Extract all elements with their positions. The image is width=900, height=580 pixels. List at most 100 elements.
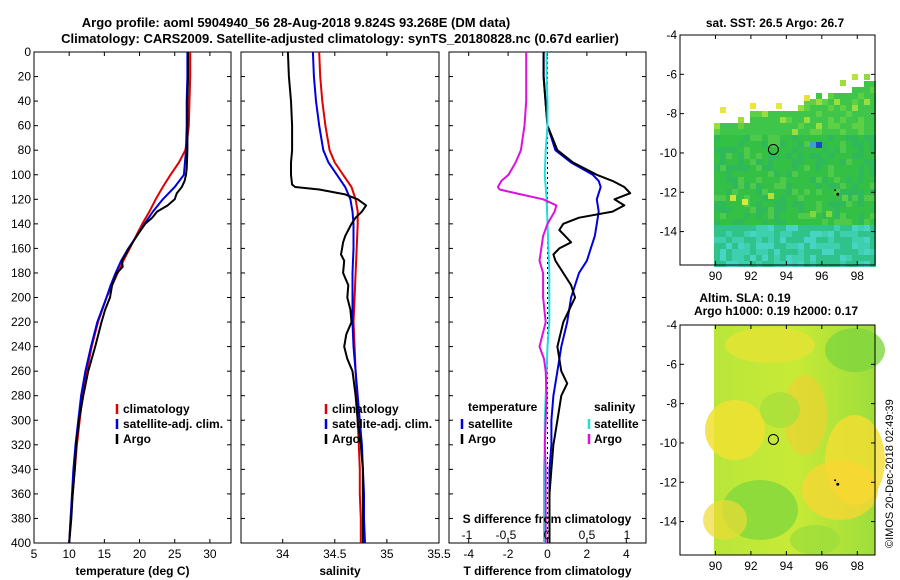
sst-cell bbox=[714, 177, 720, 183]
sst-cell bbox=[786, 237, 792, 243]
sst-cell bbox=[714, 237, 720, 243]
sst-cell bbox=[810, 231, 816, 237]
sst-cell bbox=[846, 261, 852, 267]
sst-cell bbox=[714, 249, 720, 255]
sst-cell bbox=[756, 171, 762, 177]
sst-cell bbox=[828, 237, 834, 243]
sst-cell bbox=[864, 93, 870, 99]
sst-cell bbox=[750, 117, 756, 123]
sst-cell bbox=[744, 231, 750, 237]
sst-cell bbox=[732, 129, 738, 135]
sst-cell bbox=[750, 153, 756, 159]
sst-cell bbox=[720, 159, 726, 165]
sst-cell bbox=[732, 243, 738, 249]
sst-cell bbox=[768, 141, 774, 147]
sst-cell bbox=[756, 201, 762, 207]
sst-cell bbox=[762, 243, 768, 249]
sla-map-frame bbox=[679, 324, 876, 556]
sst-cell bbox=[792, 237, 798, 243]
sst-cell bbox=[720, 201, 726, 207]
sst-cell bbox=[756, 207, 762, 213]
sst-cell bbox=[786, 129, 792, 135]
sst-cell bbox=[726, 219, 732, 225]
sst-cell bbox=[816, 261, 822, 267]
sst-map-frame bbox=[679, 34, 876, 266]
sst-cell bbox=[738, 153, 744, 159]
sst-cell bbox=[744, 177, 750, 183]
sst-cell bbox=[792, 201, 798, 207]
sst-cell bbox=[846, 225, 852, 231]
sst-cell bbox=[720, 129, 726, 135]
sst-cell bbox=[738, 177, 744, 183]
sst-cell bbox=[798, 111, 804, 117]
sst-cell bbox=[858, 105, 864, 111]
sst-cell bbox=[792, 255, 798, 261]
sst-cell bbox=[792, 261, 798, 267]
sst-cell bbox=[780, 261, 786, 267]
sst-cell bbox=[720, 195, 726, 201]
sst-cell bbox=[714, 201, 720, 207]
sst-cell bbox=[858, 213, 864, 219]
sst-cell bbox=[762, 141, 768, 147]
sst-cell bbox=[792, 231, 798, 237]
sst-cell bbox=[786, 117, 792, 123]
sst-cell bbox=[840, 141, 846, 147]
sst-cell bbox=[804, 249, 810, 255]
sst-cell bbox=[828, 99, 834, 105]
sst-cell bbox=[858, 129, 864, 135]
sst-cell bbox=[756, 117, 762, 123]
sst-cell bbox=[732, 123, 738, 129]
sst-cell bbox=[822, 111, 828, 117]
sst-cell bbox=[852, 111, 858, 117]
x-tick-label: -4 bbox=[463, 547, 474, 561]
x-tick-label: 15 bbox=[98, 547, 112, 561]
sst-cell bbox=[780, 123, 786, 129]
sst-cell bbox=[768, 189, 774, 195]
y-tick-label: 140 bbox=[11, 217, 31, 231]
sst-cell bbox=[858, 117, 864, 123]
sst-cell bbox=[732, 237, 738, 243]
sst-cell bbox=[828, 195, 834, 201]
sst-cell bbox=[870, 171, 876, 177]
sst-cell bbox=[750, 237, 756, 243]
sst-cell bbox=[870, 231, 876, 237]
sst-cell bbox=[810, 105, 816, 111]
sst-cell bbox=[750, 103, 756, 109]
sst-cell bbox=[714, 135, 720, 141]
sst-cell bbox=[768, 129, 774, 135]
sst-cell bbox=[792, 117, 798, 123]
x-tick-label: 25 bbox=[168, 547, 182, 561]
sst-cell bbox=[828, 219, 834, 225]
sst-cell bbox=[726, 171, 732, 177]
sst-cell bbox=[870, 207, 876, 213]
x-tick-label: 90 bbox=[709, 559, 723, 573]
sst-cell bbox=[726, 201, 732, 207]
sst-cell bbox=[756, 123, 762, 129]
sst-cell bbox=[762, 201, 768, 207]
sst-cell bbox=[822, 153, 828, 159]
sst-cell bbox=[816, 249, 822, 255]
sla-blob bbox=[760, 392, 800, 428]
x-tick-label: 94 bbox=[780, 269, 794, 283]
sst-cell bbox=[852, 201, 858, 207]
sst-cell bbox=[798, 261, 804, 267]
sst-cell bbox=[798, 141, 804, 147]
sst-cell bbox=[846, 213, 852, 219]
sst-cell bbox=[816, 142, 822, 148]
sst-cell bbox=[762, 111, 768, 117]
sst-cell bbox=[828, 141, 834, 147]
sla-blob bbox=[783, 375, 827, 455]
sst-cell bbox=[864, 74, 870, 80]
sst-cell bbox=[840, 225, 846, 231]
sla-blob bbox=[825, 328, 885, 372]
sst-cell bbox=[750, 159, 756, 165]
sst-cell bbox=[768, 183, 774, 189]
sst-cell bbox=[840, 153, 846, 159]
sst-cell bbox=[744, 189, 750, 195]
sst-cell bbox=[804, 231, 810, 237]
x-tick-label: 96 bbox=[815, 559, 829, 573]
sst-cell bbox=[756, 261, 762, 267]
sst-cell bbox=[816, 147, 822, 153]
y-tick-label: 0 bbox=[24, 45, 31, 59]
sst-cell bbox=[786, 243, 792, 249]
